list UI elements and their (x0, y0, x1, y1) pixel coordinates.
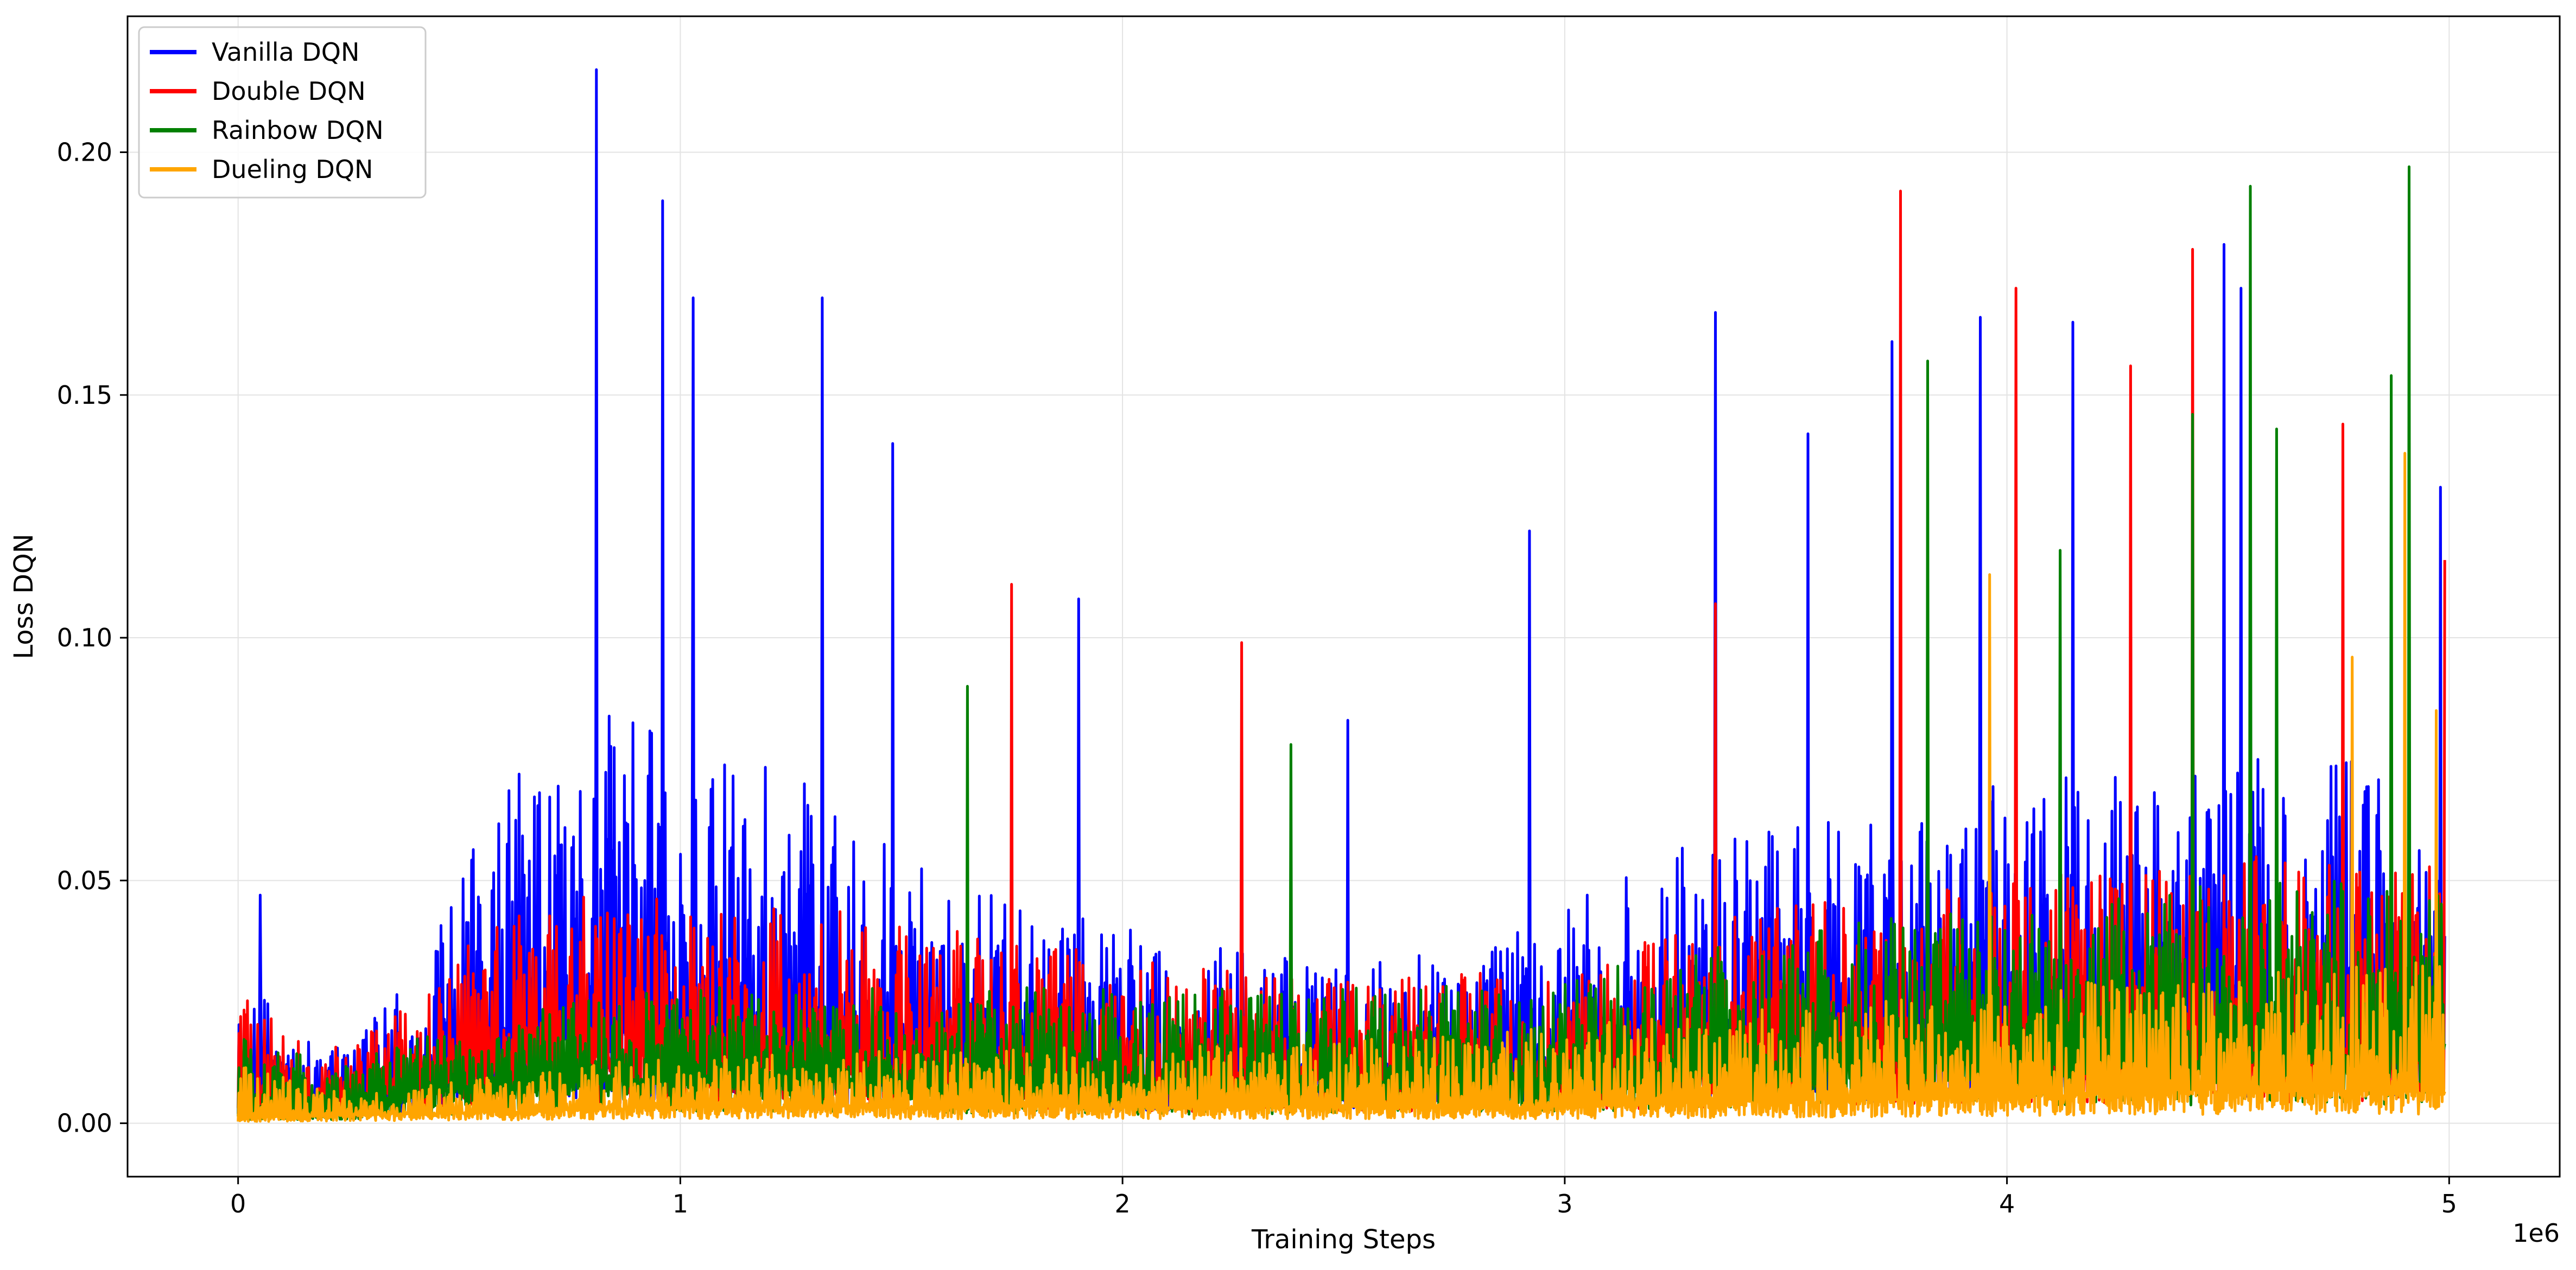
x-tick-label: 3 (1557, 1189, 1572, 1218)
y-tick-label: 0.20 (57, 137, 112, 167)
x-tick-label: 1 (672, 1189, 688, 1218)
legend-entry-label: Vanilla DQN (212, 37, 359, 67)
legend-entry-label: Dueling DQN (212, 155, 373, 184)
legend-entry-label: Double DQN (212, 77, 366, 106)
legend-box (138, 26, 427, 199)
plot-area (237, 68, 2446, 1123)
x-tick-label: 4 (1999, 1189, 2015, 1218)
y-axis-label: Loss DQN (9, 534, 39, 659)
legend: Vanilla DQN Double DQN Rainbow DQN Dueling … (138, 26, 427, 199)
series-line-dueling-dqn (237, 452, 2446, 1123)
legend-entry-label: Rainbow DQN (212, 116, 384, 145)
plot-frame (126, 15, 2561, 1178)
y-tick-label: 0.00 (57, 1109, 112, 1138)
x-tick-label: 5 (2441, 1189, 2457, 1218)
axis-ticks: 0 1 2 3 4 5 0.00 0.05 0.10 0.15 0.20 (57, 137, 2457, 1218)
y-tick-label: 0.10 (57, 623, 112, 652)
series-layer (237, 68, 2446, 1123)
y-tick-label: 0.15 (57, 380, 112, 410)
y-tick-label: 0.05 (57, 866, 112, 895)
x-tick-label: 0 (230, 1189, 246, 1218)
x-axis-label: Training Steps (1251, 1224, 1436, 1255)
x-tick-label: 2 (1114, 1189, 1130, 1218)
x-axis-offset-label: 1e6 (2512, 1218, 2560, 1248)
